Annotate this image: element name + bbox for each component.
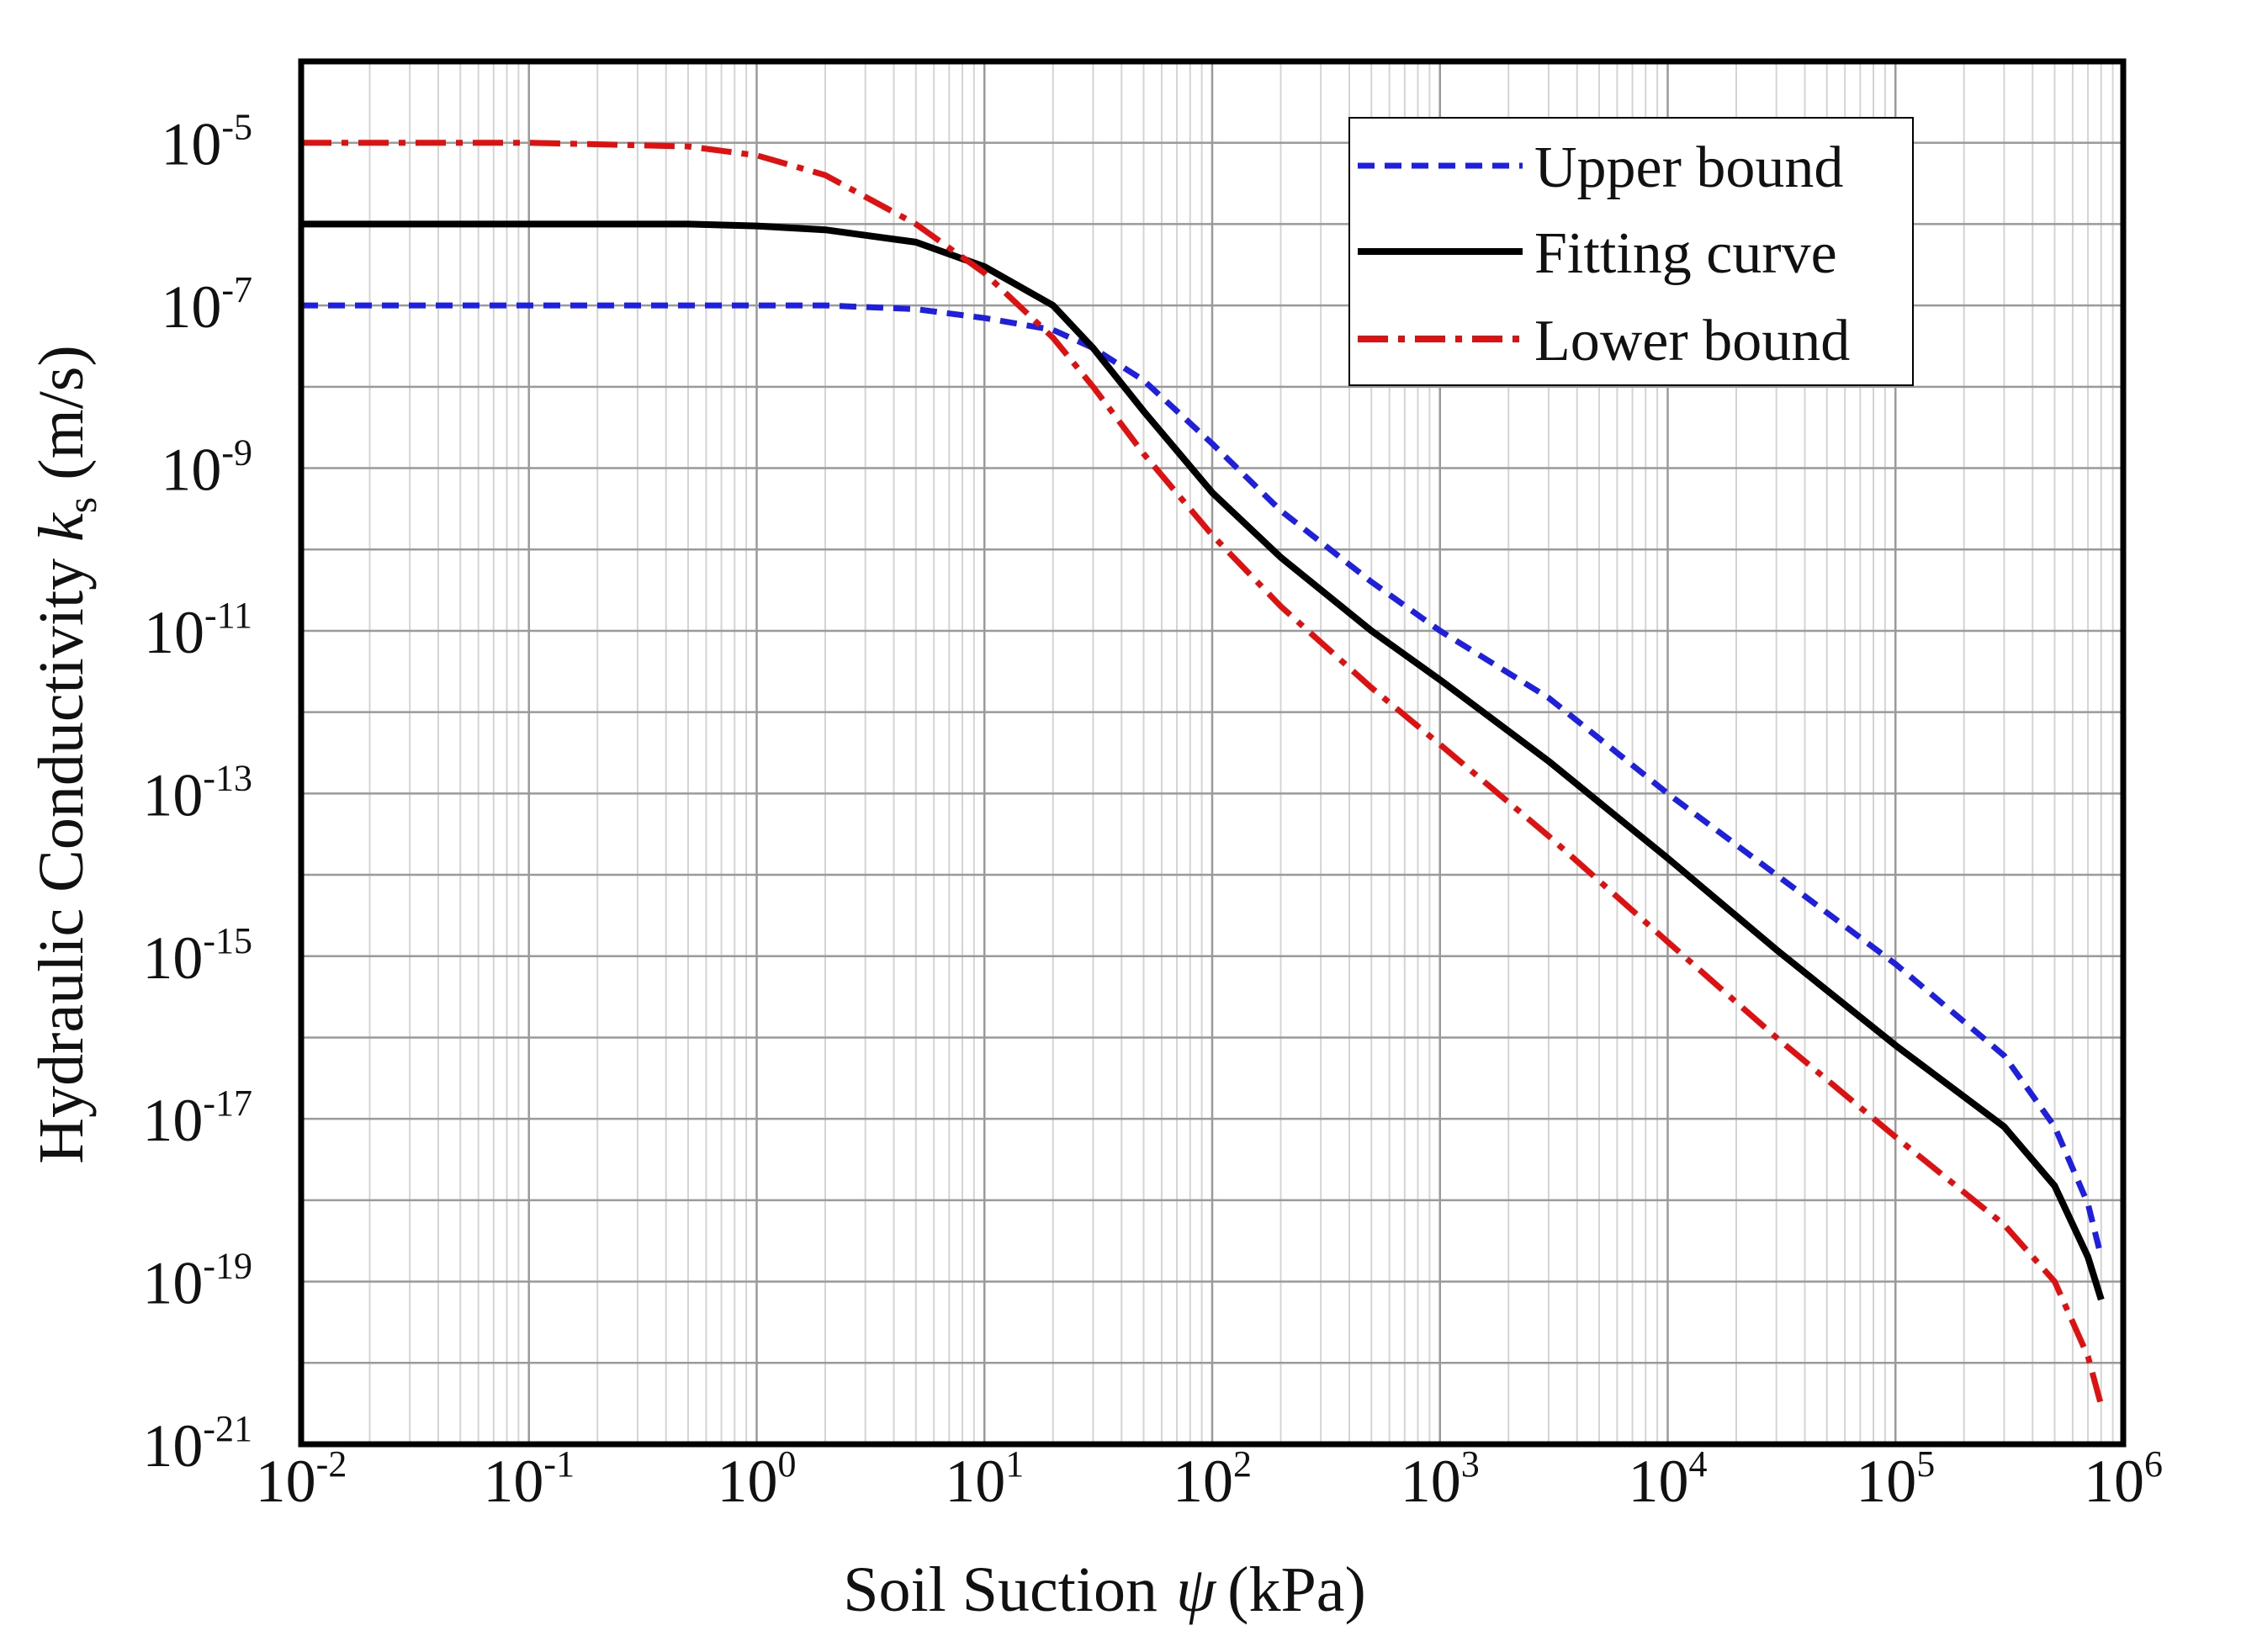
series-line-fitting-curve <box>301 220 2105 1301</box>
x-tick-label: 104 <box>1629 1443 1708 1515</box>
x-tick-label: 102 <box>1173 1443 1252 1515</box>
x-tick-label: 105 <box>1856 1443 1935 1515</box>
y-tick-label: 10-17 <box>142 1083 252 1154</box>
plot-frame <box>298 58 2127 1448</box>
x-tick-label: 106 <box>2084 1443 2163 1515</box>
y-axis-title: Hydraulic Conductivityks(m/s) <box>26 345 105 1163</box>
y-tick-label: 10-15 <box>142 920 252 992</box>
series-line-upper-bound <box>301 302 2105 1258</box>
y-tick-label: 10-9 <box>161 432 252 504</box>
series-line-lower-bound <box>301 140 2105 1406</box>
x-tick-labels: 10-2 10-1 100 101 102 103 104 105 106 <box>256 1443 2163 1515</box>
legend-label-upper-bound: Upper bound <box>1534 135 1843 200</box>
x-axis-title: Soil Suction ψ (kPa) <box>843 1554 1366 1625</box>
legend-label-lower-bound: Lower bound <box>1534 309 1850 373</box>
y-tick-label: 10-5 <box>161 107 252 178</box>
y-tick-label: 10-11 <box>144 595 252 666</box>
series-layer <box>301 140 2105 1406</box>
x-tick-label: 100 <box>718 1443 797 1515</box>
x-tick-label: 103 <box>1401 1443 1480 1515</box>
y-tick-label: 10-21 <box>142 1408 252 1480</box>
y-tick-label: 10-13 <box>142 757 252 829</box>
x-tick-label: 101 <box>945 1443 1024 1515</box>
x-tick-label: 10-2 <box>256 1443 347 1515</box>
x-tick-label: 10-1 <box>483 1443 575 1515</box>
legend: Upper bound Fitting curve Lower bound <box>1348 117 1914 386</box>
y-tick-label: 10-7 <box>161 269 252 341</box>
legend-label-fitting-curve: Fitting curve <box>1534 221 1837 286</box>
grid-minor <box>368 61 2114 1444</box>
y-tick-label: 10-19 <box>142 1246 252 1317</box>
y-tick-labels: 10-5 10-7 10-9 10-11 10-13 10-15 10-17 10-19 10-… <box>142 107 252 1480</box>
